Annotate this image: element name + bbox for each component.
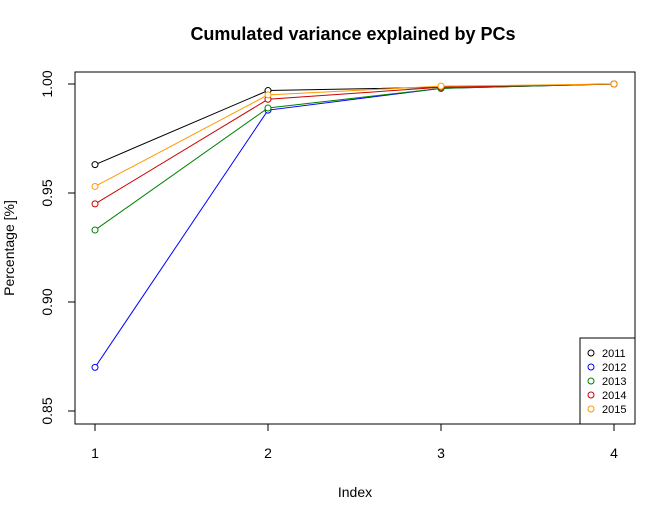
series-layer [91, 80, 618, 371]
y-tick-label: 0.95 [39, 179, 55, 206]
legend-label: 2012 [602, 362, 626, 374]
legend-marker [587, 349, 595, 357]
series-2015 [91, 80, 618, 190]
series-2012 [91, 80, 618, 371]
series-2013 [91, 80, 618, 234]
series-line [94, 83, 615, 231]
data-point [437, 82, 445, 90]
legend-marker [587, 405, 595, 413]
chart-title: Cumulated variance explained by PCs [190, 24, 515, 44]
series-line [94, 83, 615, 166]
x-axis: 1 2 3 4 [91, 423, 618, 461]
series-2014 [91, 80, 618, 208]
series-line [94, 83, 615, 187]
y-tick-label: 0.90 [39, 288, 55, 315]
y-axis: 0.85 0.90 0.95 1.00 [39, 70, 76, 425]
legend: 2011 2012 2013 2014 2015 [579, 337, 636, 425]
data-point [91, 161, 99, 169]
legend-label: 2015 [602, 404, 626, 416]
data-point [91, 363, 99, 371]
data-point [264, 104, 272, 112]
data-point [91, 200, 99, 208]
legend-label: 2013 [602, 376, 626, 388]
series-line [94, 83, 615, 205]
x-tick-label: 4 [610, 445, 618, 461]
legend-marker [587, 391, 595, 399]
x-tick-label: 2 [264, 445, 272, 461]
legend-marker [587, 363, 595, 371]
plot-frame [74, 71, 636, 425]
y-axis-label: Percentage [%] [1, 200, 17, 296]
data-point [264, 91, 272, 99]
series-line [94, 83, 615, 368]
legend-label: 2014 [602, 390, 626, 402]
legend-label: 2011 [602, 348, 626, 360]
x-axis-label: Index [338, 484, 372, 500]
y-tick-label: 1.00 [39, 70, 55, 97]
data-point [610, 80, 618, 88]
x-tick-label: 3 [437, 445, 445, 461]
y-tick-label: 0.85 [39, 397, 55, 424]
data-point [91, 226, 99, 234]
data-point [91, 182, 99, 190]
legend-marker [587, 377, 595, 385]
x-tick-label: 1 [91, 445, 99, 461]
series-2011 [91, 80, 618, 169]
